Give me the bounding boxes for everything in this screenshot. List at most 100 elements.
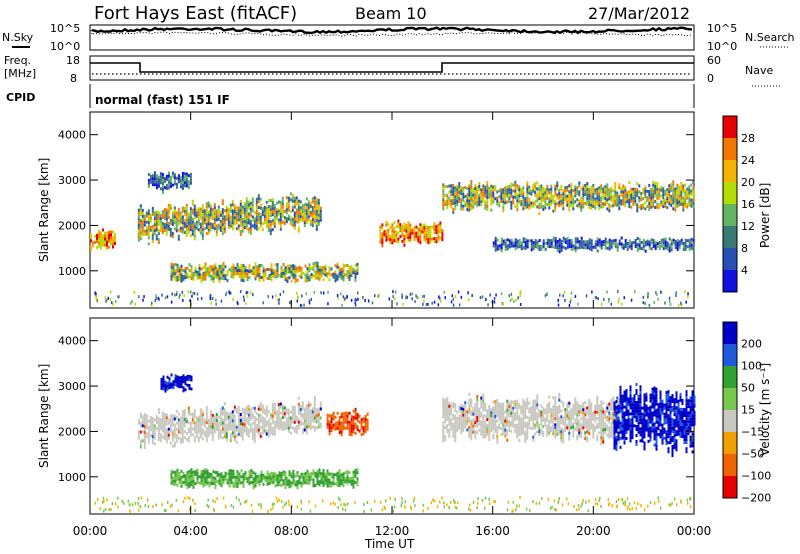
echo-cell <box>317 213 320 217</box>
echo-cell <box>658 247 661 251</box>
echo-cell <box>652 186 655 190</box>
echo-cell <box>171 220 174 223</box>
echo-cell <box>288 479 291 483</box>
echo-cell <box>250 472 253 475</box>
echo-cell <box>265 218 268 222</box>
echo-cell <box>236 266 239 270</box>
echo-cell <box>240 266 243 270</box>
echo-cell <box>684 247 687 251</box>
echo-cell <box>558 241 561 245</box>
echo-cell <box>219 432 222 436</box>
echo-cell <box>582 184 585 188</box>
echo-cell <box>624 204 627 207</box>
echo-cell <box>534 200 537 204</box>
echo-cell <box>255 430 258 433</box>
echo-cell <box>652 241 655 245</box>
echo-cell <box>442 421 445 425</box>
echo-cell <box>193 430 196 434</box>
echo-cell <box>205 214 208 218</box>
echo-cell <box>165 419 168 423</box>
echo-cell <box>630 241 633 245</box>
echo-cell <box>280 475 283 479</box>
echo-cell <box>442 195 445 199</box>
echo-cell <box>504 201 507 205</box>
echo-cell <box>316 479 319 482</box>
echo-cell <box>217 415 220 419</box>
echo-cell <box>348 423 351 427</box>
echo-cell <box>540 428 543 432</box>
echo-cell <box>173 218 176 222</box>
echo-cell <box>534 239 537 242</box>
echo-cell <box>604 200 607 204</box>
echo-cell <box>598 198 601 202</box>
echo-cell <box>313 401 316 405</box>
echo-cell <box>395 224 398 228</box>
echo-cell <box>598 241 601 245</box>
echo-cell <box>558 189 561 192</box>
echo-cell <box>266 470 269 474</box>
echo-cell <box>684 201 687 205</box>
echo-cell <box>104 231 106 235</box>
echo-cell <box>468 428 471 432</box>
echo-cell <box>171 429 174 433</box>
echo-cell <box>278 301 280 305</box>
echo-cell <box>429 225 432 229</box>
echo-cell <box>338 425 341 429</box>
echo-cell <box>149 216 152 220</box>
echo-cell <box>283 412 286 416</box>
echo-cell <box>193 421 196 425</box>
echo-cell <box>476 407 479 410</box>
echo-cell <box>417 236 420 240</box>
echo-cell <box>566 185 569 189</box>
echo-cell <box>570 298 572 302</box>
echo-cell <box>291 199 294 203</box>
echo-cell <box>494 400 497 403</box>
echo-cell <box>248 470 251 474</box>
echo-cell <box>468 196 471 200</box>
echo-cell <box>257 428 260 432</box>
echo-cell <box>210 268 213 272</box>
echo-cell <box>504 431 507 435</box>
echo-cell <box>231 221 234 225</box>
echo-cell <box>256 265 259 269</box>
echo-cell <box>522 425 525 429</box>
echo-cell <box>237 209 240 213</box>
echo-cell <box>548 425 551 429</box>
echo-cell <box>309 222 312 226</box>
echo-cell <box>568 208 571 212</box>
echo-cell <box>231 422 234 426</box>
colorbar-segment <box>723 226 737 248</box>
echo-cell <box>526 430 529 434</box>
echo-cell <box>176 384 179 388</box>
echo-cell <box>474 403 477 407</box>
echo-cell <box>556 406 559 409</box>
echo-cell <box>417 239 420 243</box>
echo-cell <box>522 204 525 208</box>
echo-cell <box>207 433 210 437</box>
echo-cell <box>181 218 184 222</box>
echo-cell <box>190 387 193 391</box>
echo-cell <box>532 399 535 403</box>
echo-cell <box>300 472 303 476</box>
echo-cell <box>542 434 545 437</box>
echo-cell <box>195 226 198 230</box>
echo-cell <box>141 211 144 215</box>
echo-cell <box>646 195 649 199</box>
echo-cell <box>169 414 172 418</box>
echo-cell <box>90 236 92 240</box>
echo-cell <box>178 269 181 273</box>
echo-cell <box>628 190 631 193</box>
echo-cell <box>277 403 280 407</box>
echo-cell <box>240 272 243 276</box>
echo-cell <box>478 200 481 203</box>
echo-cell <box>159 187 162 191</box>
echo-cell <box>580 208 583 212</box>
echo-cell <box>690 183 693 187</box>
echo-cell <box>356 413 359 417</box>
echo-cell <box>391 238 394 242</box>
echo-cell <box>534 408 537 412</box>
echo-cell <box>265 408 268 412</box>
echo-cell <box>423 226 426 230</box>
echo-cell <box>468 184 471 188</box>
echo-cell <box>682 199 685 203</box>
